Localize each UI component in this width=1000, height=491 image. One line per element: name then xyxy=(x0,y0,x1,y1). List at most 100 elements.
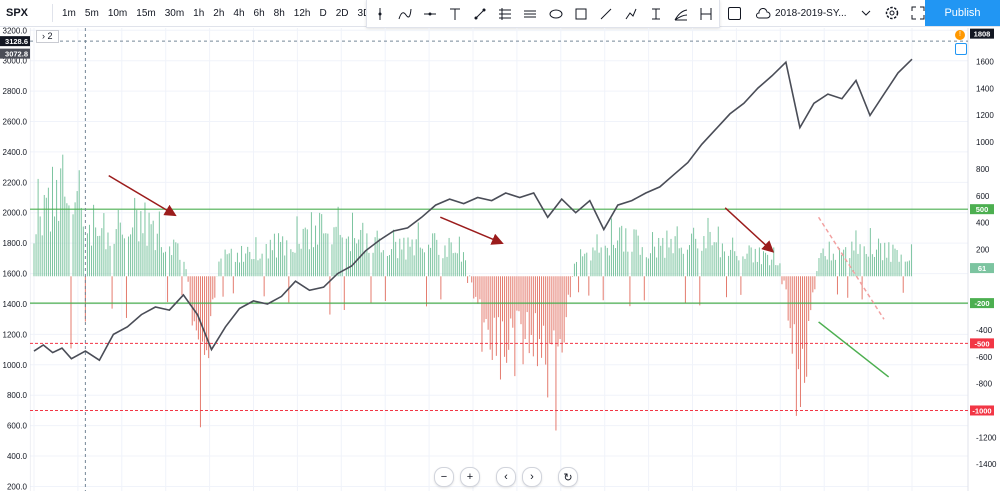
horizontal-ray-icon[interactable] xyxy=(422,6,438,22)
parallel-channel-icon[interactable] xyxy=(522,6,538,22)
left-axis-tick: 2800.0 xyxy=(3,87,28,96)
indicator-legend-toggle[interactable]: › 2 xyxy=(36,30,59,43)
vertical-line-icon[interactable] xyxy=(372,6,388,22)
right-axis-tick: -400 xyxy=(976,326,993,335)
fullscreen-icon[interactable] xyxy=(909,4,927,22)
interval-1m[interactable]: 1m xyxy=(62,7,76,19)
right-value-tag: 61 xyxy=(978,264,986,273)
left-price-tag: 3128.6 xyxy=(5,37,28,46)
left-axis-tick: 3000.0 xyxy=(3,57,28,66)
right-value-tag: 1808 xyxy=(974,30,991,39)
left-axis-tick: 2400.0 xyxy=(3,148,28,157)
pitchfork-icon[interactable] xyxy=(497,6,513,22)
chevron-down-icon[interactable] xyxy=(859,8,873,18)
reset-icon[interactable]: ↻ xyxy=(558,467,578,487)
legend-count: 2 xyxy=(47,31,53,41)
left-axis-tick: 1800.0 xyxy=(3,239,28,248)
left-axis-tick: 400.0 xyxy=(7,452,28,461)
drawing-toolbar xyxy=(366,0,720,28)
left-axis-tick: 2000.0 xyxy=(3,209,28,218)
arrow-annotation xyxy=(440,216,504,245)
arrow-annotation xyxy=(724,207,775,253)
right-axis-tick: 800 xyxy=(976,165,990,174)
layout-selector[interactable]: 2018-2019-SY... xyxy=(755,8,873,19)
layout-name: 2018-2019-SY... xyxy=(775,7,847,19)
interval-3D[interactable]: 3D xyxy=(357,7,371,19)
right-axis-tick: 1000 xyxy=(976,138,994,147)
right-axis-tick: 1200 xyxy=(976,111,994,120)
interval-D[interactable]: D xyxy=(319,7,327,19)
left-axis-tick: 200.0 xyxy=(7,482,28,491)
interval-30m[interactable]: 30m xyxy=(164,7,185,19)
right-value-tag-bg xyxy=(970,263,994,274)
interval-15m[interactable]: 15m xyxy=(136,7,156,19)
scroll-right-icon[interactable]: › xyxy=(522,467,542,487)
range-icon[interactable] xyxy=(698,6,714,22)
interval-10m[interactable]: 10m xyxy=(107,7,128,19)
path-icon[interactable] xyxy=(623,6,639,22)
zoom-in-icon[interactable]: + xyxy=(460,467,480,487)
right-axis-tick: -1200 xyxy=(976,433,997,442)
left-price-tag-bg xyxy=(0,36,30,47)
price-line xyxy=(33,58,913,362)
left-axis-tick: 1600.0 xyxy=(3,270,28,279)
interval-2h[interactable]: 2h xyxy=(213,7,225,19)
measure-icon[interactable] xyxy=(648,6,664,22)
curve-icon[interactable] xyxy=(397,6,413,22)
right-axis-tick: 1600 xyxy=(976,58,994,67)
alert-icon[interactable]: ! xyxy=(955,30,965,40)
interval-4h[interactable]: 4h xyxy=(233,7,245,19)
right-axis-tick: -800 xyxy=(976,380,993,389)
right-value-tag: 500 xyxy=(976,205,989,214)
right-axis-tick: -600 xyxy=(976,353,993,362)
left-price-tag-bg xyxy=(0,48,30,59)
right-value-tag: -500 xyxy=(974,339,989,348)
right-value-tag-bg xyxy=(970,204,994,215)
fib-fan-icon[interactable] xyxy=(673,6,689,22)
ellipse-icon[interactable] xyxy=(548,6,564,22)
chart-badges: ! xyxy=(955,30,967,55)
right-value-tag-bg xyxy=(970,298,994,309)
right-axis-tick: 200 xyxy=(976,245,990,254)
interval-1h[interactable]: 1h xyxy=(193,7,205,19)
right-axis-bg xyxy=(969,28,1000,491)
object-tree-icon[interactable] xyxy=(955,43,967,55)
scroll-left-icon[interactable]: ‹ xyxy=(496,467,516,487)
right-axis-tick: -1400 xyxy=(976,460,997,469)
text-icon[interactable] xyxy=(447,6,463,22)
left-axis-tick: 1200.0 xyxy=(3,330,28,339)
interval-12h[interactable]: 12h xyxy=(293,7,311,19)
line-icon[interactable] xyxy=(598,6,614,22)
top-toolbar: SPX 1m5m10m15m30m1h2h4h6h8h12hD2D3DW2W 2… xyxy=(0,0,1000,28)
symbol-label[interactable]: SPX xyxy=(6,7,29,19)
line-annotation xyxy=(818,321,890,378)
right-axis-tick: 1400 xyxy=(976,84,994,93)
right-value-tag: -200 xyxy=(974,299,989,308)
left-axis-tick: 3200.0 xyxy=(3,26,28,35)
interval-5m[interactable]: 5m xyxy=(84,7,99,19)
chevron-right-icon: › xyxy=(42,31,45,41)
zoom-out-icon[interactable]: − xyxy=(434,467,454,487)
left-axis-tick: 2600.0 xyxy=(3,118,28,127)
trend-line-icon[interactable] xyxy=(472,6,488,22)
price-chart[interactable]: 200.0 400.0 600.0 800.0 1000.0 1200.0 1400.0 16… xyxy=(0,26,1000,491)
publish-button[interactable]: Publish xyxy=(925,0,1000,26)
left-axis-tick: 600.0 xyxy=(7,422,28,431)
toolbar-divider xyxy=(52,4,53,22)
right-value-tag-bg xyxy=(970,28,994,39)
right-axis-tick: 400 xyxy=(976,219,990,228)
checkbox-icon[interactable] xyxy=(728,6,741,20)
interval-8h[interactable]: 8h xyxy=(273,7,285,19)
left-axis-bg xyxy=(0,28,30,491)
left-axis-tick: 2200.0 xyxy=(3,178,28,187)
interval-2D[interactable]: 2D xyxy=(335,7,349,19)
left-axis-tick: 1400.0 xyxy=(3,300,28,309)
interval-6h[interactable]: 6h xyxy=(253,7,265,19)
rectangle-icon[interactable] xyxy=(573,6,589,22)
gear-icon[interactable] xyxy=(883,4,901,22)
left-axis-tick: 1000.0 xyxy=(3,361,28,370)
right-value-tag: -1000 xyxy=(972,406,991,415)
right-axis-tick: 600 xyxy=(976,192,990,201)
dashed-line-annotation xyxy=(817,216,885,320)
arrow-annotation xyxy=(108,174,177,217)
